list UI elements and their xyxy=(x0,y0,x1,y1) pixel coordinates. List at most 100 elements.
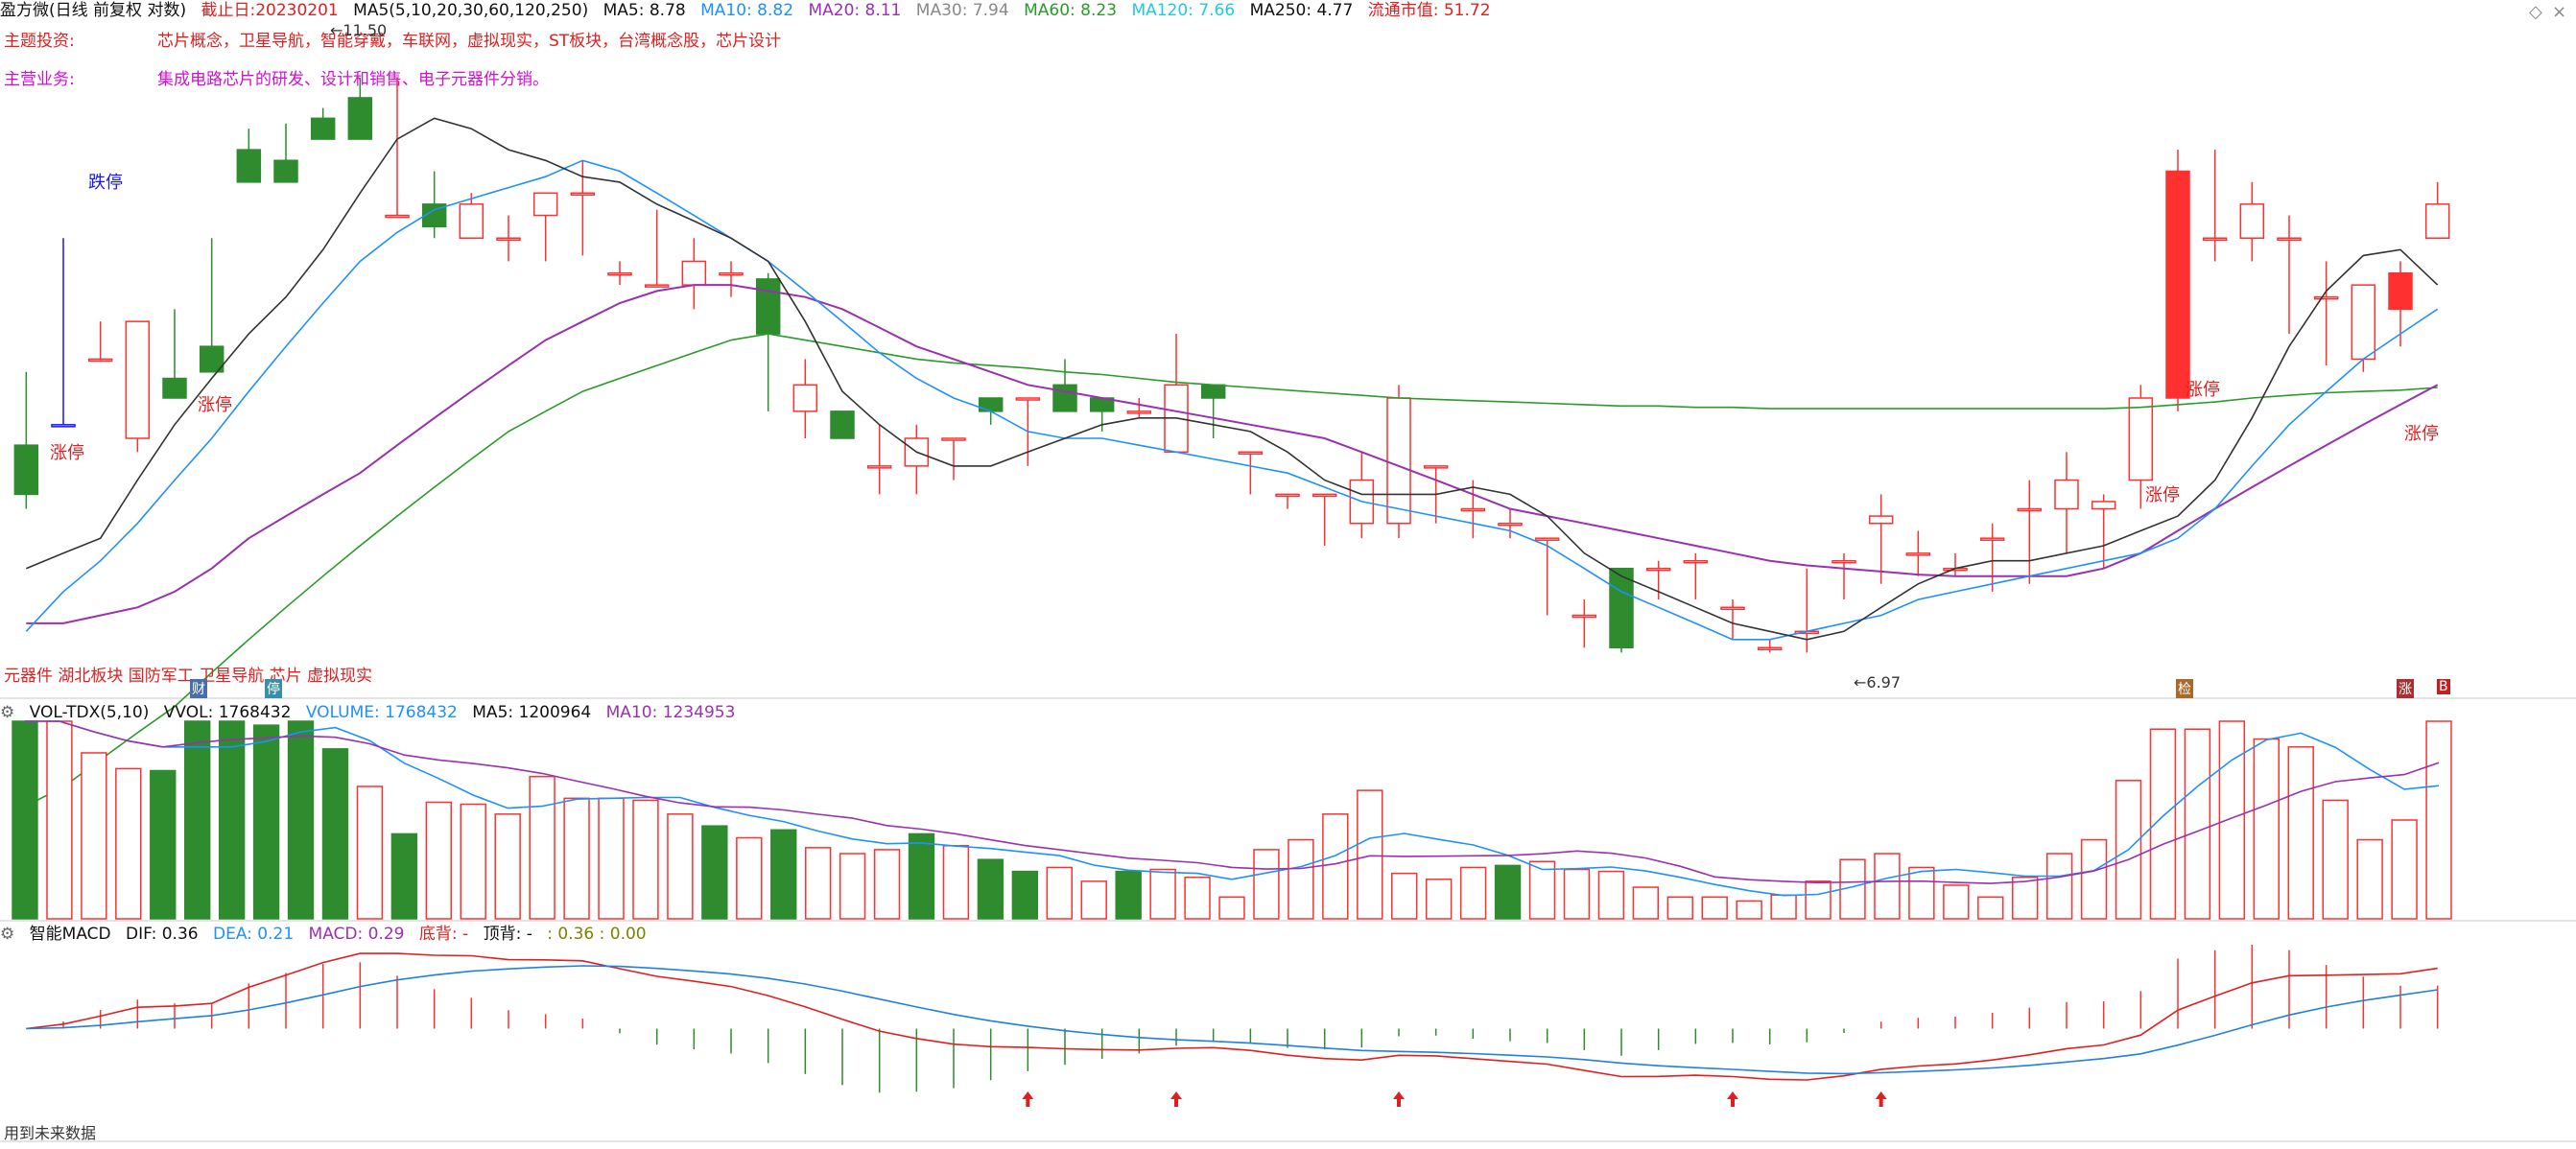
candle-body xyxy=(1498,522,1523,527)
macd-indicator-name[interactable]: 智能MACD xyxy=(29,925,111,944)
volume-bar xyxy=(2080,838,2108,920)
candle xyxy=(1089,397,1115,432)
vol-indicator-name[interactable]: VOL-TDX(5,10) xyxy=(29,703,150,722)
zhang-marker[interactable]: 涨 xyxy=(2397,679,2414,698)
volume-bar xyxy=(1218,896,1245,920)
volume-bar xyxy=(563,797,590,920)
b-marker[interactable]: B xyxy=(2437,679,2450,694)
candle-body xyxy=(1460,507,1486,512)
business-text: 集成电路芯片的研发、设计和销售、电子元器件分销。 xyxy=(157,70,549,89)
candle xyxy=(830,410,855,439)
candle xyxy=(385,77,410,219)
theme-text: 芯片概念，卫星导航，智能穿戴，车联网，虚拟现实，ST板块，台湾概念股，芯片设计 xyxy=(157,32,782,51)
volume-bar xyxy=(908,832,935,920)
volume-bar xyxy=(598,797,625,920)
candle xyxy=(1832,552,1856,600)
volume-bar xyxy=(2218,720,2246,920)
volume-bar xyxy=(1459,866,1487,920)
candle xyxy=(2128,385,2154,509)
candle-body xyxy=(87,358,113,363)
volume-bar xyxy=(390,832,418,920)
candle-body xyxy=(1609,567,1634,649)
panel-separators xyxy=(0,697,2576,1142)
volume-bar xyxy=(1046,866,1073,920)
candle xyxy=(2277,215,2302,335)
volume-bar xyxy=(2253,738,2280,920)
ma5-line xyxy=(25,117,2439,641)
volume-bar xyxy=(460,803,486,920)
candle-body xyxy=(570,192,596,197)
volume-bar xyxy=(184,720,211,920)
volume-bar xyxy=(150,769,177,920)
candle xyxy=(792,359,818,439)
volume-bar xyxy=(2012,876,2039,920)
diamond-icon[interactable]: ◇ xyxy=(2529,2,2542,22)
candle xyxy=(1460,480,1486,539)
ma-params[interactable]: MA5(5,10,20,30,60,120,250) xyxy=(353,1,589,20)
candle xyxy=(866,424,892,495)
candle-body xyxy=(2202,237,2228,242)
volume-bar xyxy=(1115,870,1142,920)
volume-bar xyxy=(1253,849,1280,920)
volume-bar xyxy=(942,845,970,920)
candle xyxy=(2054,452,2079,553)
candle-body xyxy=(607,271,632,276)
candle xyxy=(1386,385,1411,539)
cai-marker[interactable]: 财 xyxy=(190,679,207,698)
candle-body xyxy=(1052,384,1077,412)
volume-bar xyxy=(287,720,315,920)
candle xyxy=(2091,494,2116,569)
volume-value: VOLUME: 1768432 xyxy=(305,703,458,722)
ma250-value: MA250: 4.77 xyxy=(1249,1,1354,20)
candle-body xyxy=(755,278,781,335)
candle xyxy=(1164,334,1189,454)
candle xyxy=(421,171,447,239)
volume-bar xyxy=(1597,870,1625,920)
gear-icon[interactable]: ⚙ xyxy=(0,703,15,722)
ma30-value: MA30: 7.94 xyxy=(915,1,1009,20)
volume-bar xyxy=(529,775,555,920)
stock-name[interactable]: 盈方微(日线 前复权 对数) xyxy=(0,1,187,20)
jian-marker[interactable]: 检 xyxy=(2176,679,2193,698)
candle-body xyxy=(1645,567,1671,572)
ma20-value: MA20: 8.11 xyxy=(808,1,902,20)
candle-body xyxy=(421,203,447,228)
volume-bar xyxy=(356,786,384,920)
bottom-divergence: 底背: - xyxy=(418,925,469,944)
theme-label: 主题投资: xyxy=(4,32,75,51)
gear-icon[interactable]: ⚙ xyxy=(0,925,15,944)
candle-body xyxy=(1423,465,1449,469)
candle-body xyxy=(310,117,336,140)
ma10-value: MA10: 8.82 xyxy=(700,1,794,20)
volume-bar xyxy=(2322,799,2349,920)
ting-marker[interactable]: 停 xyxy=(265,679,282,698)
limit-up-label-5: 涨停 xyxy=(2404,424,2439,444)
candle-body xyxy=(978,397,1004,412)
dif-value: DIF: 0.36 xyxy=(126,925,199,944)
candle xyxy=(644,209,670,288)
candle xyxy=(1645,560,1671,600)
buy-signal-arrow xyxy=(1393,1091,1405,1107)
volume-bar xyxy=(667,813,694,920)
candle-body xyxy=(1534,537,1560,541)
volume-header: ⚙ VOL-TDX(5,10) VVOL: 1768432 VOLUME: 17… xyxy=(0,702,744,723)
candle xyxy=(1534,537,1560,616)
volume-bar xyxy=(1805,880,1832,920)
candle-body xyxy=(1720,606,1745,611)
cutoff-date: 截止日:20230201 xyxy=(201,1,339,20)
candle xyxy=(1498,508,1523,539)
volume-bar xyxy=(1391,872,1418,920)
volume-bar xyxy=(1874,853,1901,920)
top-divergence: 顶背: - xyxy=(483,925,532,944)
candle xyxy=(1238,451,1264,495)
candle xyxy=(1349,452,1375,539)
candle xyxy=(1757,639,1783,653)
volume-bar xyxy=(12,720,38,920)
close-icon[interactable]: × xyxy=(2552,2,2567,22)
candle-body xyxy=(1200,384,1226,399)
candle-body xyxy=(13,444,39,496)
candle-body xyxy=(866,465,892,469)
volume-bar xyxy=(1011,870,1039,920)
